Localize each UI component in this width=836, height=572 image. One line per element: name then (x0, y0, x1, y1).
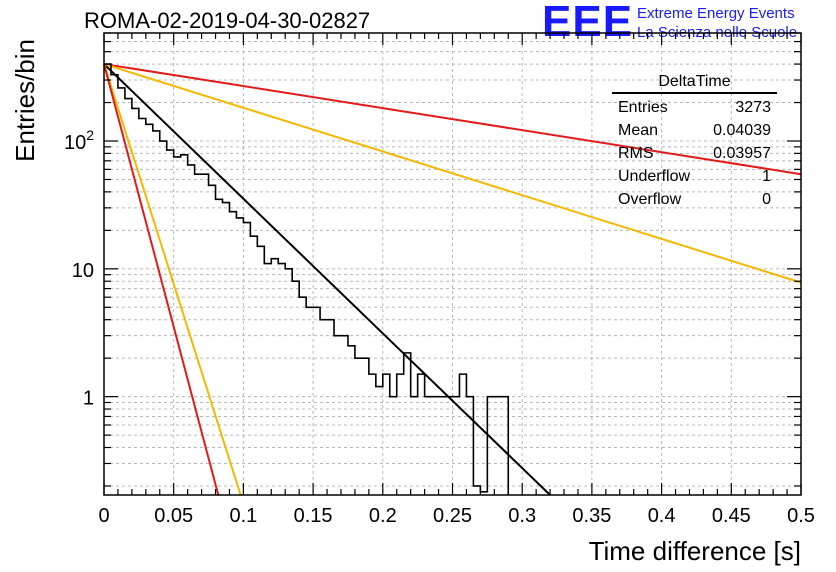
y-tick-label: 102 (64, 127, 94, 154)
eee-logo: EEE (542, 0, 634, 46)
stats-row-entries: Entries 3273 (612, 96, 777, 119)
stats-title: DeltaTime (612, 71, 777, 94)
x-tick-label: 0.4 (648, 505, 676, 527)
stats-row-mean: Mean 0.04039 (612, 119, 777, 142)
stats-label: Entries (618, 99, 668, 116)
stats-value: 3273 (735, 99, 771, 116)
series-line (103, 63, 242, 496)
series-line (103, 63, 802, 176)
histogram-steps (104, 63, 510, 495)
x-axis-label: Time difference [s] (589, 536, 801, 566)
x-tick-label: 0.35 (572, 505, 611, 527)
stats-value: 0.03957 (713, 145, 771, 162)
stats-value: 1 (762, 168, 771, 185)
x-tick-label: 0 (98, 505, 109, 527)
stats-label: Underflow (618, 168, 691, 185)
y-tick-label: 1 (83, 388, 94, 410)
x-tick-label: 0.1 (229, 505, 257, 527)
stats-box: DeltaTime Entries 3273 Mean 0.04039 RMS … (612, 71, 777, 211)
x-tick-label: 0.5 (787, 505, 815, 527)
stats-value: 0 (762, 191, 771, 208)
stats-row-overflow: Overflow 0 (612, 188, 777, 211)
stats-value: 0.04039 (713, 122, 771, 139)
x-tick-label: 0.25 (433, 505, 472, 527)
x-tick-label: 0.45 (712, 505, 751, 527)
series-line (103, 63, 220, 496)
x-tick-label: 0.2 (369, 505, 397, 527)
stats-label: RMS (618, 145, 654, 162)
logo-subtitle-line1: Extreme Energy Events (637, 5, 795, 22)
series-line (103, 63, 551, 496)
x-tick-label: 0.15 (294, 505, 333, 527)
stats-label: Overflow (618, 191, 682, 208)
plot-title: ROMA-02-2019-04-30-02827 (84, 8, 371, 33)
y-tick-label: 10 (72, 260, 94, 282)
stats-row-rms: RMS 0.03957 (612, 142, 777, 165)
stats-label: Mean (618, 122, 659, 139)
y-axis-label: Entries/bin (10, 39, 40, 162)
x-tick-label: 0.05 (154, 505, 193, 527)
x-tick-label: 0.3 (508, 505, 536, 527)
stats-row-underflow: Underflow 1 (612, 165, 777, 188)
series-line (103, 63, 802, 284)
